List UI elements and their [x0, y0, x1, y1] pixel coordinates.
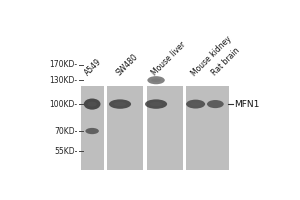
Ellipse shape [114, 102, 126, 106]
Text: MFN1: MFN1 [234, 100, 259, 109]
Ellipse shape [211, 102, 220, 106]
Ellipse shape [151, 78, 161, 82]
Ellipse shape [207, 100, 224, 108]
Text: 70KD-: 70KD- [54, 127, 78, 136]
FancyBboxPatch shape [186, 86, 229, 170]
Ellipse shape [84, 99, 100, 110]
FancyBboxPatch shape [80, 86, 104, 170]
Text: 170KD-: 170KD- [50, 60, 78, 69]
Ellipse shape [186, 100, 205, 109]
Text: 100KD-: 100KD- [50, 100, 78, 109]
Ellipse shape [109, 99, 131, 109]
FancyBboxPatch shape [107, 86, 143, 170]
Ellipse shape [88, 130, 96, 132]
Text: SW480: SW480 [114, 53, 140, 78]
Ellipse shape [150, 102, 162, 106]
FancyBboxPatch shape [147, 86, 183, 170]
Ellipse shape [85, 128, 99, 134]
Ellipse shape [145, 99, 167, 109]
Text: Mouse liver: Mouse liver [150, 40, 187, 78]
Text: Rat brain: Rat brain [210, 46, 241, 78]
Text: Mouse kidney: Mouse kidney [190, 34, 233, 78]
Text: 55KD-: 55KD- [54, 147, 78, 156]
Text: 130KD-: 130KD- [50, 76, 78, 85]
Text: A549: A549 [83, 57, 104, 78]
Ellipse shape [88, 102, 97, 107]
Ellipse shape [190, 102, 201, 106]
Ellipse shape [147, 76, 165, 84]
